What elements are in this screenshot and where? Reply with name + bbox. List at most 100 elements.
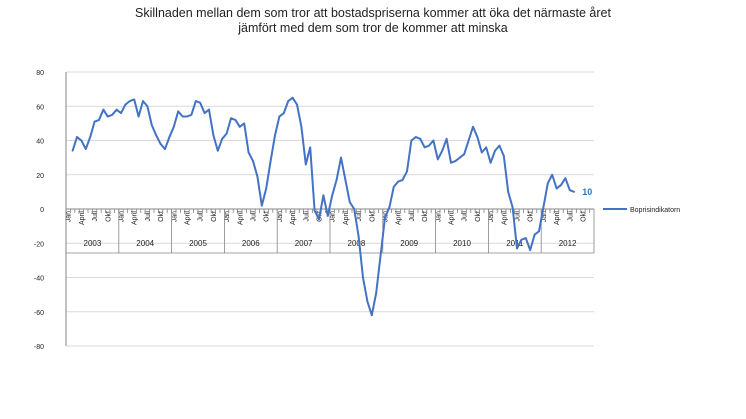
month-tick-label: Jan [119, 211, 126, 222]
data-point [199, 101, 202, 104]
data-point [546, 182, 549, 185]
data-point [98, 119, 100, 121]
month-tick-label: Okt [211, 211, 218, 222]
data-point [234, 119, 237, 121]
data-point [80, 139, 83, 142]
y-tick-label: -40 [34, 276, 44, 283]
data-point [573, 190, 576, 193]
data-point [300, 125, 303, 128]
data-point [159, 143, 162, 145]
data-point [168, 136, 171, 138]
data-point [318, 218, 320, 221]
data-point [564, 177, 567, 180]
gridlines [66, 71, 594, 347]
data-point [256, 175, 259, 178]
data-point [252, 160, 254, 162]
data-point [507, 190, 510, 193]
year-label: 2003 [84, 239, 102, 248]
data-point [366, 300, 369, 303]
data-point [203, 112, 206, 114]
month-tick-label: Okt [369, 211, 376, 222]
data-point [208, 108, 210, 111]
y-tick-label: -60 [34, 310, 44, 317]
chart-title-line-1: Skillnaden mellan dem som tror att bosta… [135, 6, 611, 20]
data-point [436, 158, 439, 161]
month-tick-label: Jan [330, 211, 337, 222]
data-point [291, 96, 294, 99]
month-tick-label: Juli [462, 211, 469, 222]
month-tick-label: Okt [105, 211, 112, 222]
data-point [190, 113, 193, 116]
data-point [401, 178, 404, 181]
last-value-label: 10 [582, 187, 592, 197]
data-point [445, 137, 448, 140]
month-tick-label: Juli [356, 211, 363, 222]
data-point [423, 146, 426, 149]
data-point [71, 149, 74, 152]
data-point [177, 110, 180, 113]
month-tick-label: April [290, 211, 297, 225]
year-label: 2005 [189, 239, 207, 248]
data-point [194, 100, 197, 103]
data-point [432, 139, 435, 142]
data-point [406, 170, 408, 173]
data-point [375, 292, 378, 294]
data-point [230, 117, 232, 120]
month-tick-label: Juli [567, 211, 574, 222]
month-tick-label: April [79, 211, 86, 225]
data-point [115, 108, 118, 111]
data-point [450, 161, 452, 164]
month-tick-label: Jan [541, 211, 548, 222]
month-tick-label: Juli [303, 211, 310, 222]
year-label: 2007 [295, 239, 313, 248]
data-point [428, 144, 430, 147]
data-point [392, 185, 395, 188]
data-point [172, 125, 175, 128]
data-point [414, 136, 417, 138]
data-point [397, 180, 400, 183]
month-tick-label: Jan [66, 211, 73, 222]
legend: Boprisindikatorn [603, 207, 680, 214]
year-label: 2011 [506, 239, 524, 248]
data-point [133, 98, 136, 101]
data-point [282, 112, 285, 114]
data-point [480, 151, 483, 154]
data-point [76, 136, 78, 138]
month-tick-label: Okt [581, 211, 588, 222]
data-point [238, 125, 241, 128]
data-point [476, 136, 479, 138]
data-point [304, 163, 307, 166]
data-point [494, 149, 496, 152]
data-point [335, 178, 338, 181]
data-point [265, 187, 268, 190]
year-label: 2010 [453, 239, 471, 248]
month-tick-label: Jan [435, 211, 442, 222]
year-label: 2004 [136, 239, 154, 248]
year-label: 2006 [242, 239, 260, 248]
data-point [84, 148, 87, 150]
y-tick-label: -20 [34, 241, 44, 248]
data-point [467, 139, 470, 142]
data-point [260, 204, 263, 207]
data-point [362, 276, 364, 279]
y-tick-label: 40 [36, 139, 44, 146]
data-point [463, 153, 466, 156]
month-tick-label: April [237, 211, 244, 225]
data-point [384, 216, 386, 219]
data-point [225, 132, 228, 135]
data-point [212, 134, 215, 137]
year-label: 2009 [400, 239, 418, 248]
month-tick-label: Okt [158, 211, 165, 222]
data-point [221, 137, 224, 140]
data-point [353, 208, 356, 210]
data-point [247, 151, 250, 154]
data-point [419, 137, 422, 140]
data-point [146, 105, 149, 108]
data-point [309, 146, 312, 149]
data-point [128, 100, 131, 103]
data-point [485, 146, 488, 149]
y-tick-label: 60 [36, 104, 44, 111]
month-tick-label: April [449, 211, 456, 225]
data-point [106, 115, 109, 118]
year-label: 2012 [559, 239, 577, 248]
